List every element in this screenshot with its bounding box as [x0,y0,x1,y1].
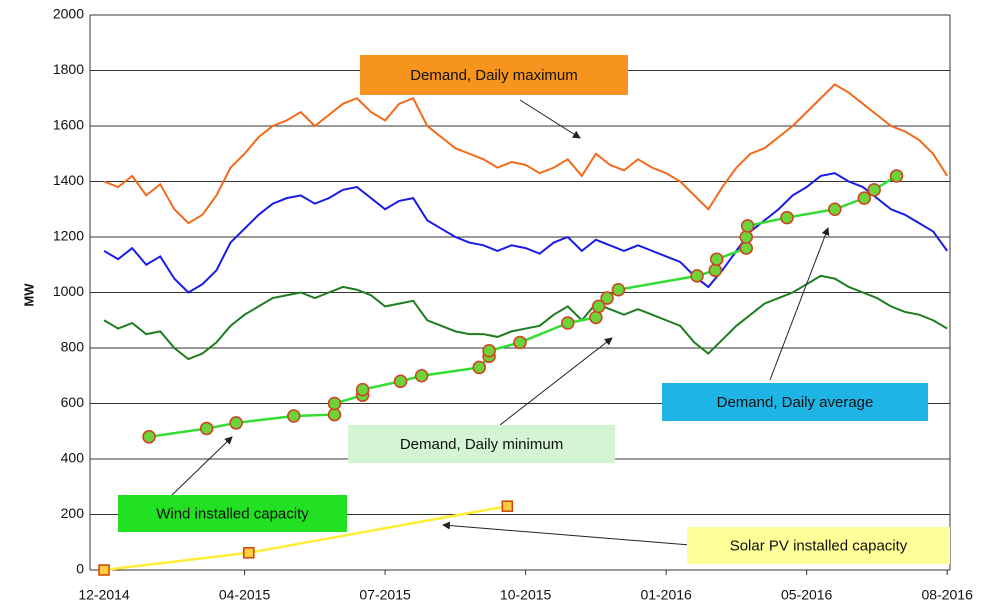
x-tick-label: 01-2016 [640,587,692,603]
annotation-box [118,495,347,532]
y-tick-label: 600 [61,394,85,410]
marker [472,360,486,375]
marker [199,421,214,436]
annotation-arrow [171,436,233,496]
marker [414,369,429,383]
marker [709,252,724,266]
annotation-arrow [769,227,830,381]
marker [889,169,904,183]
marker [690,269,704,283]
annotation-label: Demand, Daily minimum [400,436,563,453]
marker [591,299,606,314]
y-axis-label: MW [21,283,36,307]
marker [828,202,842,216]
marker [857,191,872,205]
y-tick-label: 1200 [53,228,84,244]
marker [708,263,723,278]
y-tick-label: 800 [61,339,85,355]
x-tick-label: 08-2016 [921,587,973,603]
marker [739,241,753,255]
marker [142,430,156,444]
x-tick-label: 04-2015 [219,587,271,603]
marker [501,500,514,512]
marker [393,374,408,389]
annotation-box [687,527,950,564]
marker [482,344,496,358]
y-tick-label: 400 [61,450,85,466]
marker [589,310,603,325]
marker [513,335,527,350]
annotation-label: Solar PV installed capacity [730,537,908,554]
annotation-label: Demand, Daily maximum [410,67,578,84]
x-tick-label: 10-2015 [500,587,552,603]
marker [561,316,575,330]
marker [600,291,614,305]
marker [740,219,755,233]
series-line [103,274,948,361]
annotation-arrow [499,337,613,426]
marker [287,409,301,423]
y-tick-label: 2000 [53,6,84,22]
annotation-box [662,383,928,421]
annotation-arrow [442,521,691,546]
y-tick-label: 0 [76,561,84,577]
y-tick-label: 1400 [53,172,84,188]
y-tick-label: 1600 [53,117,84,133]
x-tick-label: 05-2016 [781,587,833,603]
marker [355,382,370,397]
y-tick-label: 1800 [53,61,84,77]
annotation-box [360,55,628,95]
marker [229,416,243,430]
marker [611,282,626,297]
series-line [103,83,949,225]
marker [243,547,255,559]
marker [327,407,342,422]
series-line [103,172,948,294]
annotation-label: Wind installed capacity [156,505,309,522]
x-tick-label: 12-2014 [78,587,130,603]
y-tick-label: 1000 [53,283,84,299]
x-tick-label: 07-2015 [359,587,411,603]
marker [867,183,881,197]
marker [739,230,753,244]
annotation-arrow [519,99,581,139]
y-tick-label: 200 [61,505,85,521]
annotation-box [348,425,615,463]
marker [780,210,794,225]
annotation-label: Demand, Daily average [717,394,874,411]
marker [327,396,342,411]
marker [98,564,110,576]
